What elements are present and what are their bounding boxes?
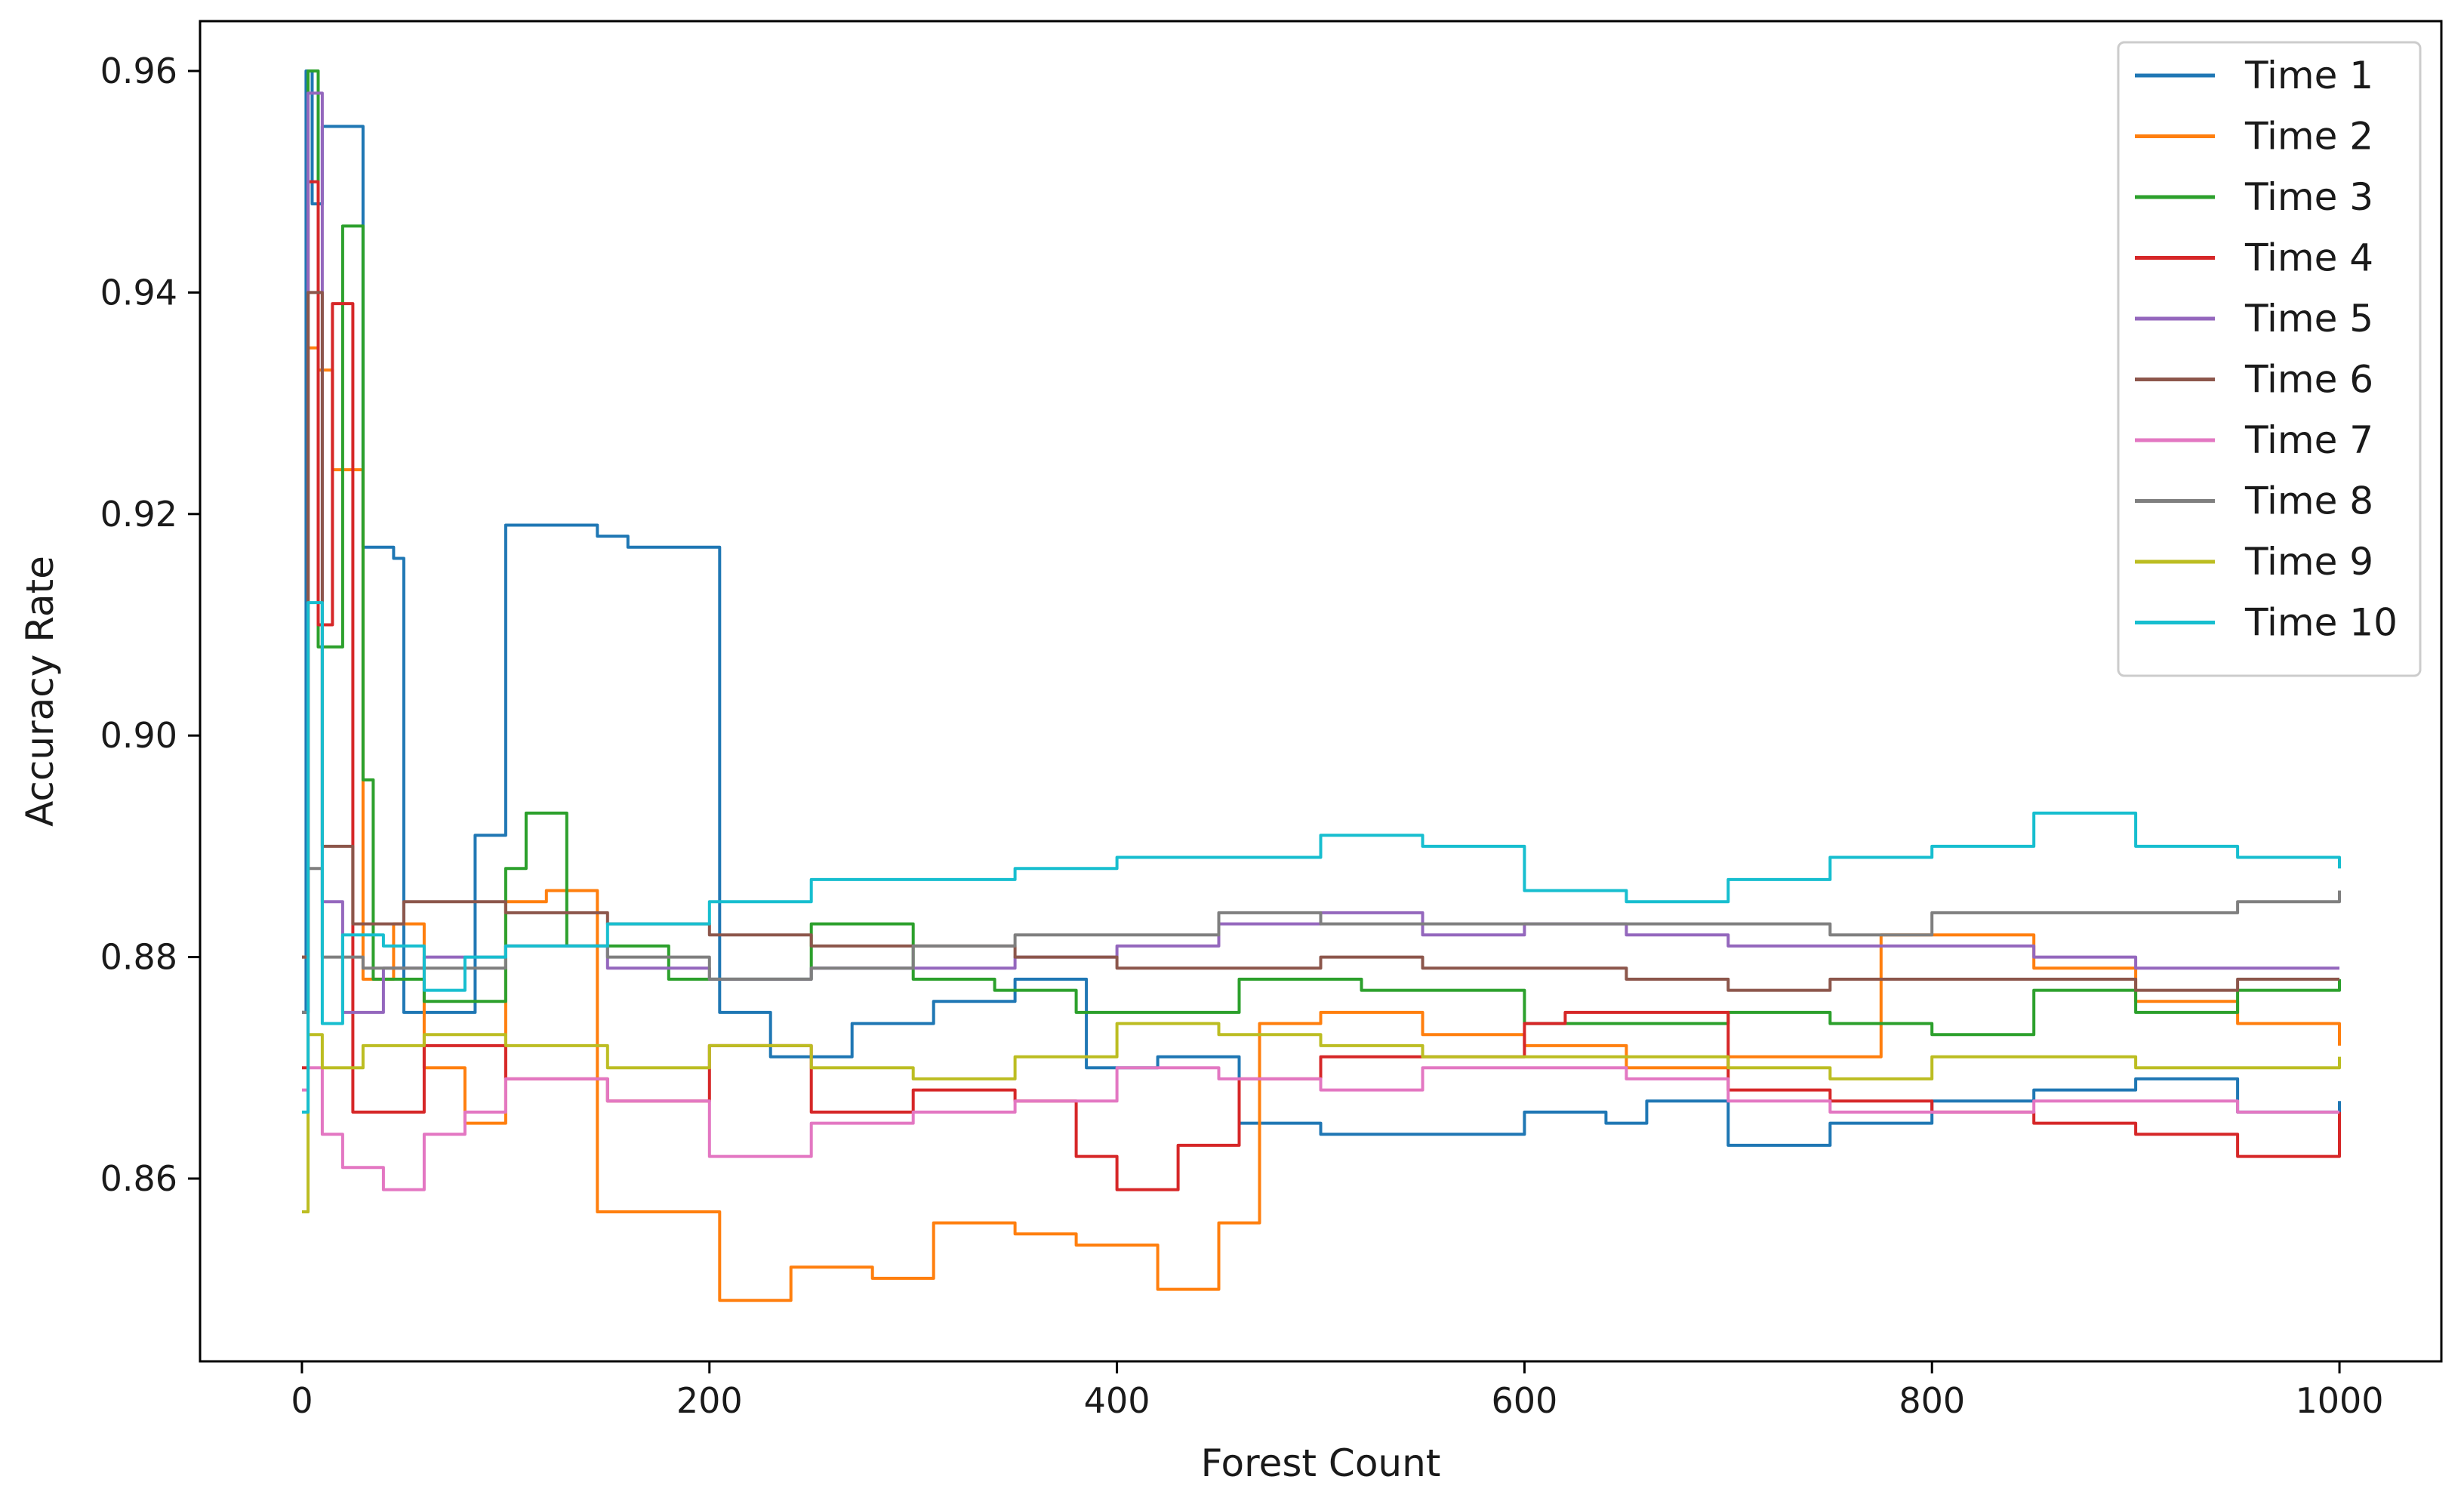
legend-label-7: Time 7 bbox=[2244, 418, 2373, 462]
legend-label-8: Time 8 bbox=[2244, 479, 2373, 523]
legend-label-10: Time 10 bbox=[2244, 601, 2398, 645]
x-tick-label: 600 bbox=[1492, 1380, 1558, 1421]
x-tick-label: 200 bbox=[676, 1380, 743, 1421]
legend-label-9: Time 9 bbox=[2244, 540, 2373, 584]
legend-label-4: Time 4 bbox=[2244, 236, 2373, 280]
y-tick-label: 0.94 bbox=[100, 272, 177, 313]
y-axis-label: Accuracy Rate bbox=[18, 556, 62, 827]
legend-label-6: Time 6 bbox=[2244, 358, 2373, 402]
series-line-1 bbox=[302, 69, 2341, 1147]
y-tick-label: 0.90 bbox=[100, 715, 177, 756]
plot-frame bbox=[199, 20, 2443, 1363]
legend-box bbox=[2117, 41, 2422, 677]
legend: Time 1 Time 2 Time 3 Time 4 Time 5 Time 6 Time… bbox=[2117, 41, 2422, 677]
y-tick-label: 0.92 bbox=[100, 494, 177, 535]
series-line-8 bbox=[302, 867, 2341, 1014]
y-tick-label: 0.88 bbox=[100, 937, 177, 978]
x-axis-label: Forest Count bbox=[1201, 1441, 1441, 1485]
x-tick-label: 800 bbox=[1899, 1380, 1965, 1421]
series-line-6 bbox=[302, 291, 2339, 992]
series-line-9 bbox=[302, 1022, 2341, 1213]
y-tick-label: 0.96 bbox=[100, 51, 177, 91]
series-lines bbox=[302, 69, 2341, 1302]
series-line-2 bbox=[302, 346, 2341, 1302]
x-tick-label: 1000 bbox=[2296, 1380, 2384, 1421]
series-line-7 bbox=[302, 1066, 2339, 1191]
y-axis: 0.86 0.88 0.90 0.92 0.94 0.96 bbox=[100, 51, 200, 1199]
legend-label-5: Time 5 bbox=[2244, 297, 2373, 341]
legend-label-1: Time 1 bbox=[2244, 54, 2373, 97]
series-line-4 bbox=[302, 180, 2341, 1191]
y-tick-label: 0.86 bbox=[100, 1158, 177, 1199]
legend-label-3: Time 3 bbox=[2244, 175, 2373, 219]
series-line-10 bbox=[302, 601, 2341, 1114]
legend-label-2: Time 2 bbox=[2244, 115, 2373, 159]
x-tick-label: 0 bbox=[291, 1380, 313, 1421]
x-axis: 0 200 400 600 800 1000 bbox=[291, 1361, 2384, 1421]
x-tick-label: 400 bbox=[1084, 1380, 1150, 1421]
